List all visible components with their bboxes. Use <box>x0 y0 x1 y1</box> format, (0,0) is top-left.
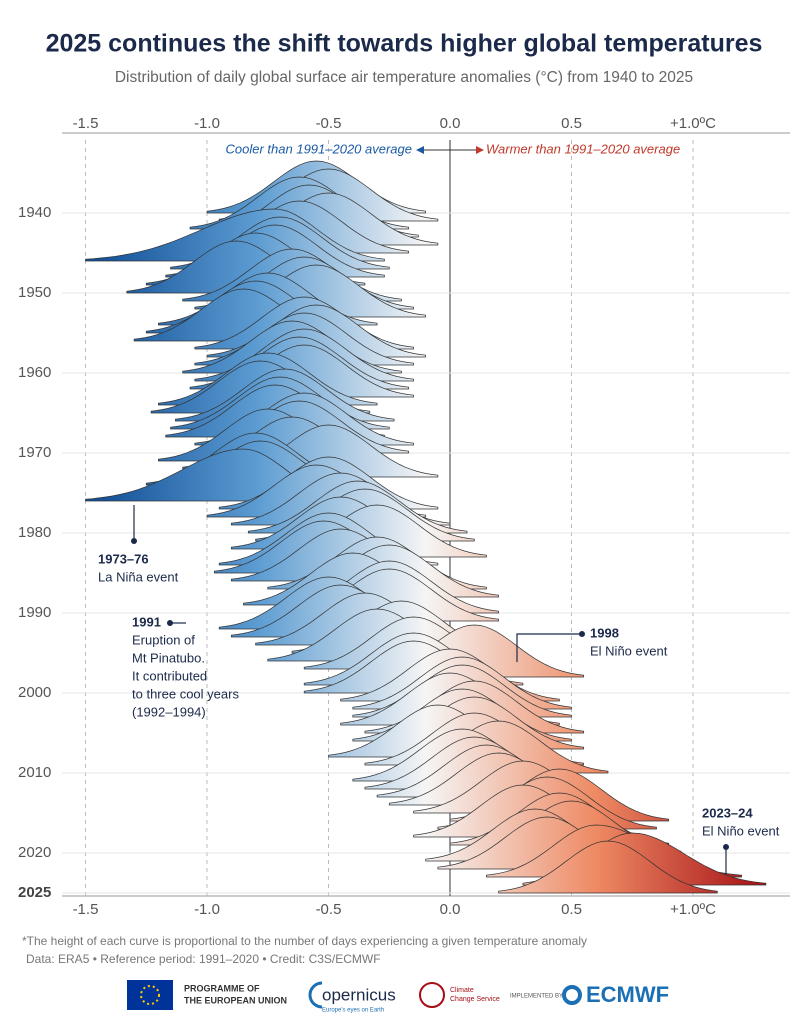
x-tick-label-bottom: -0.5 <box>316 901 342 918</box>
source: Data: ERA5 • Reference period: 1991–2020… <box>26 952 381 966</box>
x-tick-label-top: -1.5 <box>73 115 99 132</box>
x-tick-label-top: 0.0 <box>440 115 461 132</box>
arrow-left <box>416 146 424 154</box>
footnote: *The height of each curve is proportiona… <box>22 934 587 948</box>
y-tick-label: 1960 <box>18 364 51 381</box>
eu-stars <box>140 985 160 1005</box>
annotation-title: 1998 <box>590 625 619 640</box>
x-tick-label-top: +1.0ºC <box>670 115 716 132</box>
c3s-text: Climate <box>450 987 474 994</box>
eu-flag <box>127 980 173 1010</box>
x-tick-label-bottom: -1.0 <box>194 901 220 918</box>
annotation-text: La Niña event <box>98 569 179 584</box>
cooler-label: Cooler than 1991–2020 average <box>226 141 412 156</box>
chart-subtitle: Distribution of daily global surface air… <box>115 69 693 86</box>
x-tick-label-bottom: 0.0 <box>440 901 461 918</box>
ridge <box>498 840 718 894</box>
annotation-text: Eruption of <box>132 632 195 647</box>
leader-dot <box>167 620 173 626</box>
warmer-label: Warmer than 1991–2020 average <box>486 141 680 156</box>
annotation-text: El Niño event <box>590 643 668 658</box>
annotation-text: to three cool years <box>132 686 239 701</box>
annotation-text: It contributed <box>132 668 207 683</box>
ecmwf-text: ECMWF <box>586 982 669 1007</box>
c3s-text: Change Service <box>450 996 500 1003</box>
copernicus-sub: Europe's eyes on Earth <box>322 1008 384 1014</box>
y-tick-label: 1990 <box>18 604 51 621</box>
chart-title: 2025 continues the shift towards higher … <box>46 30 763 58</box>
y-tick-label: 2000 <box>18 684 51 701</box>
footer-logos: PROGRAMME OF THE EUROPEAN UNION opernicu… <box>127 980 669 1014</box>
x-tick-label-top: 0.5 <box>561 115 582 132</box>
leader-dot <box>723 844 729 850</box>
annotation-text: (1992–1994) <box>132 704 206 719</box>
arrow-right <box>476 146 484 154</box>
leader-dot <box>131 538 137 544</box>
x-tick-label-top: -1.0 <box>194 115 220 132</box>
annotation-title: 2023–24 <box>702 805 753 820</box>
annotation-text: El Niño event <box>702 823 780 838</box>
eu-text: THE EUROPEAN UNION <box>184 995 287 1005</box>
x-tick-label-top: -0.5 <box>316 115 342 132</box>
y-tick-label: 1970 <box>18 444 51 461</box>
c3s-logo <box>419 982 445 1008</box>
y-tick-label: 1980 <box>18 524 51 541</box>
annotation-title: 1991 <box>132 614 161 629</box>
y-tick-label: 2025 <box>18 884 51 901</box>
annotation-text: Mt Pinatubo. <box>132 650 205 665</box>
y-tick-label: 2010 <box>18 764 51 781</box>
annotation-title: 1973–76 <box>98 551 149 566</box>
leader-dot <box>579 631 585 637</box>
ecmwf-logo <box>562 985 582 1005</box>
x-tick-label-bottom: -1.5 <box>73 901 99 918</box>
y-tick-label: 1950 <box>18 284 51 301</box>
leader-line <box>516 633 582 662</box>
x-tick-label-bottom: +1.0ºC <box>670 901 716 918</box>
y-tick-label: 2020 <box>18 844 51 861</box>
x-tick-label-bottom: 0.5 <box>561 901 582 918</box>
implemented-text: IMPLEMENTED BY <box>510 994 563 1000</box>
eu-text: PROGRAMME OF <box>184 983 260 993</box>
copernicus-c <box>308 981 323 1009</box>
copernicus-text: opernicus <box>322 985 396 1004</box>
y-tick-label: 1940 <box>18 204 51 221</box>
